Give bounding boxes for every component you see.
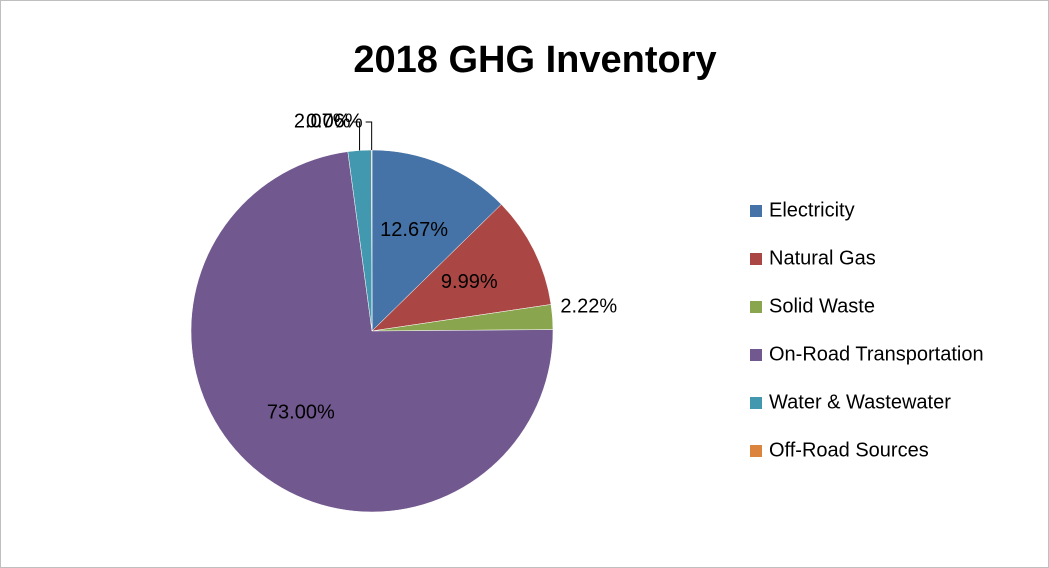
data-label: 2.07% <box>294 110 351 132</box>
data-label: 0.06% <box>306 110 363 132</box>
legend-swatch <box>750 397 762 409</box>
pie-slice <box>190 151 554 513</box>
legend-label: Off-Road Sources <box>769 439 929 461</box>
legend-swatch <box>750 205 762 217</box>
legend-label: Electricity <box>769 199 855 221</box>
data-label: 73.00% <box>267 401 335 423</box>
legend-label: Natural Gas <box>769 247 876 269</box>
leader-line <box>353 121 361 151</box>
data-label: 12.67% <box>380 219 448 241</box>
legend-label: Solid Waste <box>769 295 875 317</box>
legend-label: Water & Wastewater <box>769 391 951 413</box>
pie-slice <box>371 149 502 332</box>
chart-title: 2018 GHG Inventory <box>353 39 716 81</box>
legend-swatch <box>750 445 762 457</box>
data-label: 9.99% <box>441 271 498 293</box>
leader-line <box>365 121 373 151</box>
pie-slice <box>371 204 552 332</box>
legend-swatch <box>750 253 762 265</box>
data-label: 2.22% <box>560 296 617 318</box>
legend-label: On-Road Transportation <box>769 343 984 365</box>
legend-swatch <box>750 349 762 361</box>
legend-swatch <box>750 301 762 313</box>
